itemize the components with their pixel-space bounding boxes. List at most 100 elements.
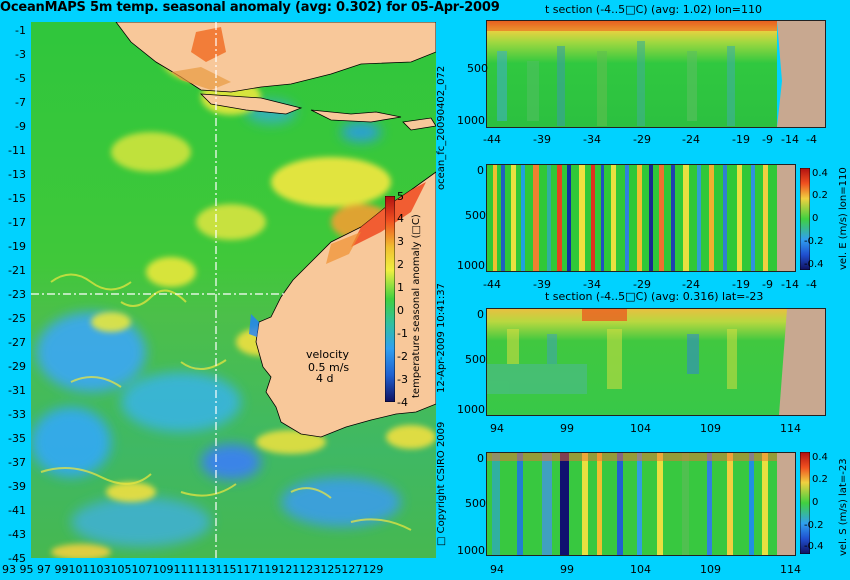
colorbar-tick: 0.4 xyxy=(812,168,828,179)
lat-tick: -21 xyxy=(8,264,26,277)
colorbar-tick: 0.4 xyxy=(812,452,828,463)
java-island xyxy=(199,93,303,115)
lat-tick: -7 xyxy=(15,96,26,109)
colorbar-tick: 0 xyxy=(397,304,404,317)
lat-tick: -19 xyxy=(8,240,26,253)
lat-tick: -5 xyxy=(15,72,26,85)
colorbar-tick: -0.2 xyxy=(804,520,824,531)
y-tick: 500 xyxy=(465,353,486,366)
lat-tick: -37 xyxy=(8,456,26,469)
map-colorbar xyxy=(385,196,395,402)
colorbar-tick: -4 xyxy=(397,396,408,409)
colorbar-tick: -0.2 xyxy=(804,236,824,247)
x-tick: 109 xyxy=(700,422,721,435)
x-tick: -19 xyxy=(732,133,750,146)
panel2-colorbar-label: vel. E (m/s) lon=110 xyxy=(838,167,849,270)
x-tick: -39 xyxy=(533,278,551,291)
x-tick: -44 xyxy=(483,278,501,291)
x-tick: -4 xyxy=(806,278,817,291)
y-tick: 0 xyxy=(477,164,484,177)
lat-tick: -11 xyxy=(8,144,26,157)
panel1-section[interactable] xyxy=(486,20,826,128)
y-tick: 1000 xyxy=(457,114,485,127)
panel1-title: t section (-4..5□C) (avg: 1.02) lon=110 xyxy=(545,3,763,16)
colorbar-label: temperature seasonal anomaly (□C) xyxy=(411,214,422,398)
colorbar-tick: -0.4 xyxy=(804,259,824,270)
x-tick: -14 xyxy=(781,133,799,146)
colorbar-tick: 0.2 xyxy=(812,190,828,201)
date-stamp: 12-Apr-2009 10:41:37 xyxy=(436,283,447,393)
velocity-label: velocity xyxy=(306,348,349,361)
lat-axis: -1 -3 -5 -7 -9 -11 -13 -15 -17 -19 -21 -… xyxy=(0,24,30,565)
panel2-section[interactable] xyxy=(486,164,796,272)
y-tick: 1000 xyxy=(457,259,485,272)
x-tick: -34 xyxy=(583,278,601,291)
x-tick: -44 xyxy=(483,133,501,146)
lat-tick: -43 xyxy=(8,528,26,541)
y-tick: 1000 xyxy=(457,403,485,416)
panel4-section[interactable] xyxy=(486,452,796,556)
x-tick: -24 xyxy=(682,133,700,146)
colorbar-tick: 3 xyxy=(397,235,404,248)
lat-tick: -41 xyxy=(8,504,26,517)
y-tick: 500 xyxy=(465,209,486,222)
lat-tick: -39 xyxy=(8,480,26,493)
copyright: □ Copyright CSIRO 2009 xyxy=(436,421,447,546)
y-tick: 500 xyxy=(467,62,488,75)
colorbar-tick: 1 xyxy=(397,281,404,294)
velocity-units: 4 d xyxy=(316,372,334,385)
y-tick: 1000 xyxy=(457,544,485,557)
lat-tick: -27 xyxy=(8,336,26,349)
y-tick: 500 xyxy=(465,497,486,510)
x-tick: -34 xyxy=(583,133,601,146)
panel4-colorbar-label: vel. S (m/s) lat=-23 xyxy=(838,458,849,556)
colorbar-tick: 0 xyxy=(812,213,819,224)
lat-tick: -31 xyxy=(8,384,26,397)
lat-tick: -13 xyxy=(8,168,26,181)
lat-tick: -45 xyxy=(8,552,26,565)
x-tick: -4 xyxy=(806,133,817,146)
colorbar-tick: -0.4 xyxy=(804,541,824,552)
x-tick: 94 xyxy=(490,563,504,576)
lat-tick: -25 xyxy=(8,312,26,325)
x-tick: 114 xyxy=(780,422,801,435)
velocity-value: 0.5 m/s xyxy=(308,361,350,374)
lat-tick: -33 xyxy=(8,408,26,421)
colorbar-tick: 0.2 xyxy=(812,474,828,485)
lat-tick: -35 xyxy=(8,432,26,445)
panel2-colorbar xyxy=(800,168,810,270)
panel3-section[interactable] xyxy=(486,308,826,416)
lat-tick: -1 xyxy=(15,24,26,37)
x-tick: 104 xyxy=(630,563,651,576)
x-tick: -24 xyxy=(682,278,700,291)
x-tick: -29 xyxy=(633,278,651,291)
y-tick: 0 xyxy=(477,308,484,321)
x-tick: -39 xyxy=(533,133,551,146)
colorbar-tick: 4 xyxy=(397,212,404,225)
forecast-id: ocean_fc_20090402_072 xyxy=(436,65,447,190)
x-tick: -9 xyxy=(762,278,773,291)
lat-tick: -9 xyxy=(15,120,26,133)
y-tick: 0 xyxy=(477,452,484,465)
lat-tick: -17 xyxy=(8,216,26,229)
x-tick: 114 xyxy=(780,563,801,576)
colorbar-tick: 5 xyxy=(397,190,404,203)
x-tick: -9 xyxy=(762,133,773,146)
lat-tick: -23 xyxy=(8,288,26,301)
x-tick: 104 xyxy=(630,422,651,435)
colorbar-tick: -1 xyxy=(397,327,408,340)
x-tick: 109 xyxy=(700,563,721,576)
colorbar-tick: -2 xyxy=(397,350,408,363)
x-tick: 94 xyxy=(490,422,504,435)
lat-tick: -15 xyxy=(8,192,26,205)
anomaly-map[interactable] xyxy=(31,22,436,558)
x-tick: 99 xyxy=(560,563,574,576)
colorbar-tick: -3 xyxy=(397,373,408,386)
map-title: OceanMAPS 5m temp. seasonal anomaly (avg… xyxy=(0,0,500,15)
panel3-title: t section (-4..5□C) (avg: 0.316) lat=-23 xyxy=(545,290,764,303)
x-tick: -29 xyxy=(633,133,651,146)
lat-tick: -3 xyxy=(15,48,26,61)
x-tick: 99 xyxy=(560,422,574,435)
panel4-colorbar xyxy=(800,452,810,554)
colorbar-tick: 0 xyxy=(812,497,819,508)
